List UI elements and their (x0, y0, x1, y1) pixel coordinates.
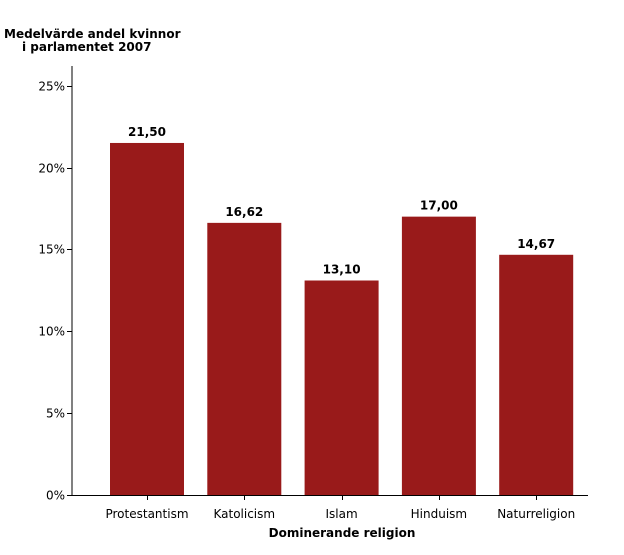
y-tick-label: 25% (38, 80, 65, 94)
bar (110, 142, 184, 495)
x-axis: Protestantism Katolicism Islam Hinduism Natu… (72, 495, 588, 521)
bar (499, 254, 574, 495)
bar (401, 216, 476, 495)
x-tick-label: Naturreligion (497, 507, 575, 521)
chart-title-line-2: i parlamentet 2007 (22, 40, 151, 54)
x-axis-title: Dominerande religion (269, 526, 416, 540)
bar-value-label: 13,10 (323, 263, 361, 277)
y-axis: 0% 5% 10% 15% 20% 25% (38, 66, 73, 503)
y-tick-label: 5% (46, 407, 65, 421)
bar-value-label: 21,50 (128, 125, 166, 139)
y-tick-label: 0% (46, 489, 65, 503)
chart-title-line-1: Medelvärde andel kvinnor (4, 27, 181, 41)
bar (304, 280, 379, 495)
bar-value-label: 17,00 (420, 199, 458, 213)
y-tick-label: 15% (38, 243, 65, 257)
x-tick-label: Protestantism (105, 507, 188, 521)
bar-value-label: 14,67 (517, 237, 555, 251)
bar-value-label: 16,62 (225, 205, 263, 219)
x-tick-label: Islam (326, 507, 358, 521)
y-tick-label: 20% (38, 162, 65, 176)
bar (207, 222, 282, 496)
y-tick-label: 10% (38, 325, 65, 339)
x-tick-label: Hinduism (411, 507, 467, 521)
bars: 21,50 16,62 13,10 17,00 14,67 (110, 125, 574, 496)
x-tick-label: Katolicism (213, 507, 275, 521)
